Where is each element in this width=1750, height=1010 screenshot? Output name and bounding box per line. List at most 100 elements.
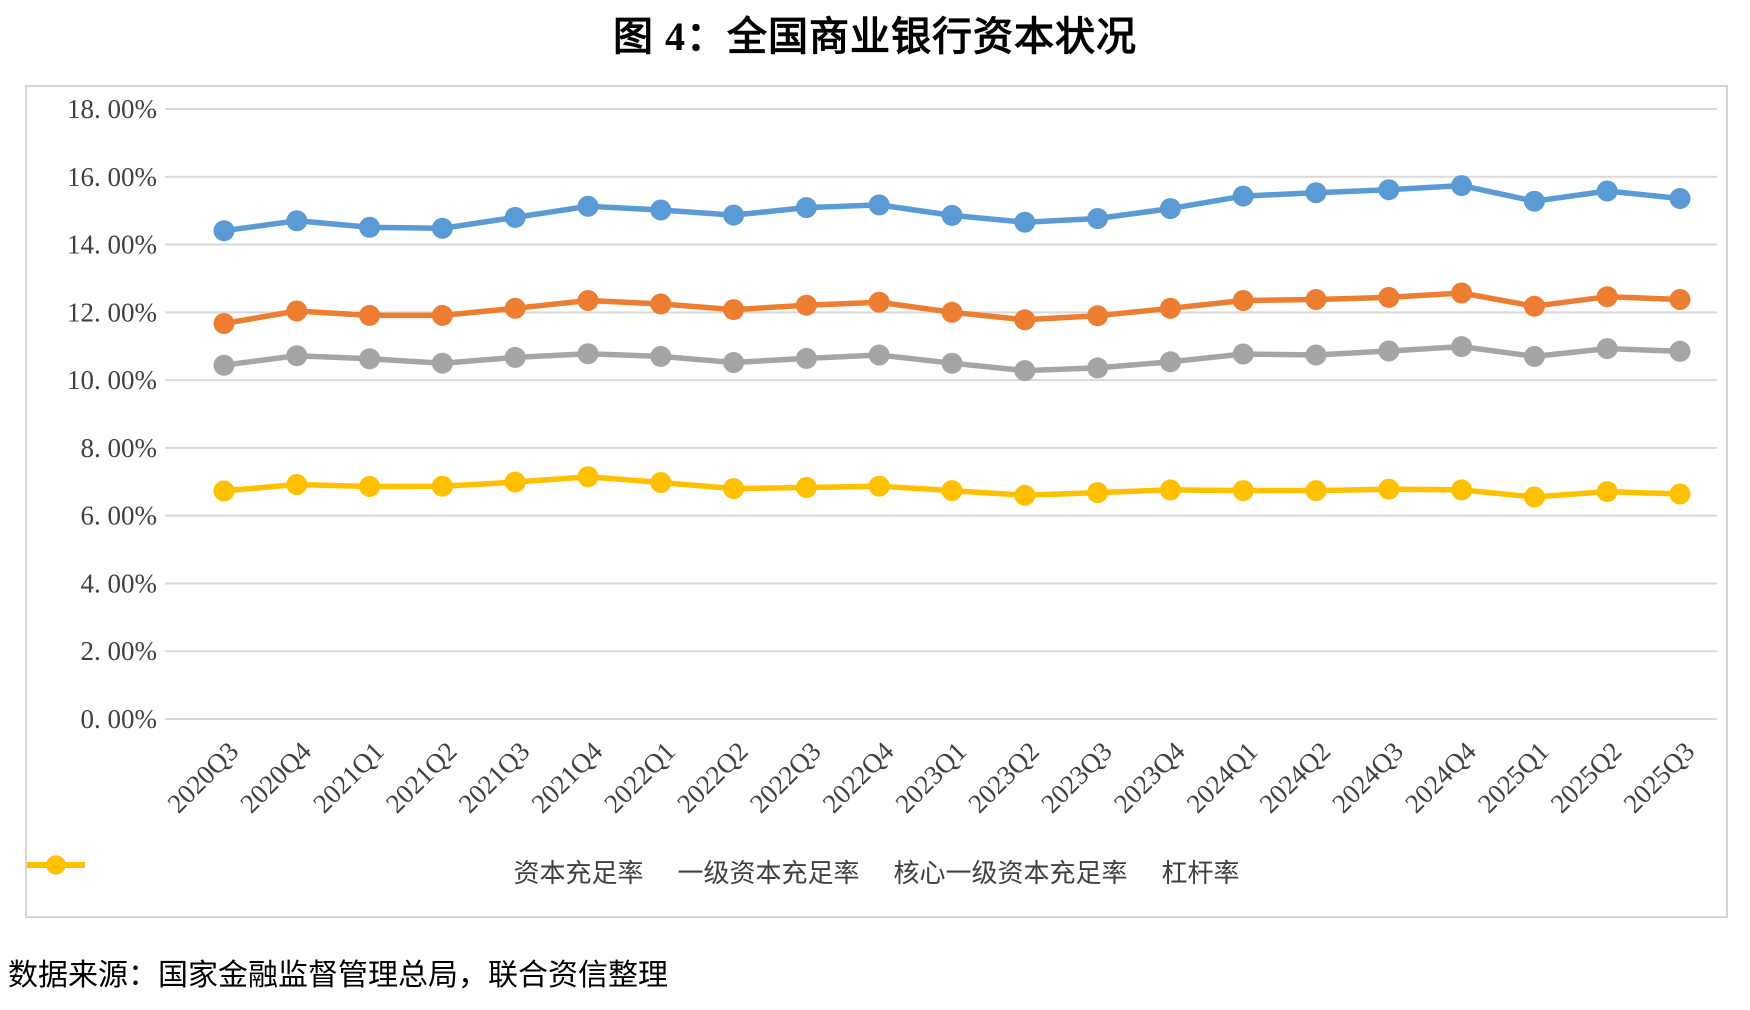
x-tick-label: 2022Q4 <box>817 736 900 819</box>
data-point <box>431 352 453 374</box>
data-point <box>577 343 599 365</box>
gridlines <box>165 108 1717 720</box>
legend-label: 一级资本充足率 <box>677 859 860 888</box>
data-point <box>1378 286 1400 308</box>
data-point <box>359 476 381 497</box>
data-point <box>431 217 453 239</box>
series-杠杆率 <box>213 466 1691 508</box>
data-point <box>504 471 526 493</box>
x-tick-label: 2021Q4 <box>526 736 609 819</box>
source-note: 数据来源：国家金融监督管理总局，联合资信整理 <box>8 959 668 992</box>
data-point <box>504 346 526 368</box>
y-tick-label: 16. 00% <box>67 162 157 192</box>
x-tick-label: 2025Q2 <box>1545 736 1628 819</box>
data-point <box>1451 282 1473 304</box>
data-point <box>650 345 672 367</box>
data-point <box>723 352 745 373</box>
y-tick-label: 12. 00% <box>67 297 157 327</box>
data-point <box>286 210 308 232</box>
data-point <box>1451 479 1473 501</box>
data-point <box>1305 289 1327 310</box>
data-point <box>286 474 308 495</box>
x-tick-label: 2024Q2 <box>1254 736 1337 819</box>
x-tick-label: 2025Q1 <box>1472 736 1555 819</box>
data-point <box>1014 484 1036 506</box>
data-point <box>577 290 599 311</box>
x-tick-label: 2024Q1 <box>1181 736 1264 819</box>
chart-legend: 资本充足率 一级资本充足率 核心一级资本充足率 杠杆率 <box>27 853 1726 890</box>
chart-title: 图 4：全国商业银行资本状况 <box>613 14 1137 59</box>
data-point <box>650 199 672 221</box>
data-point <box>650 472 672 493</box>
data-point <box>1596 481 1618 503</box>
data-point <box>1014 309 1036 331</box>
x-tick-label: 2020Q3 <box>162 736 245 819</box>
data-point <box>1232 343 1254 365</box>
series-核心一级资本充足率 <box>213 336 1691 382</box>
data-point <box>577 195 599 217</box>
data-point <box>1305 480 1327 502</box>
data-point <box>723 299 745 321</box>
data-point <box>1087 357 1109 379</box>
data-point <box>1159 351 1181 373</box>
legend-item-一级资本充足率: 一级资本充足率 <box>27 853 860 890</box>
y-tick-label: 6. 00% <box>81 501 158 531</box>
legend-item-杠杆率: 杠杆率 <box>27 853 1240 890</box>
data-point <box>359 348 381 370</box>
series-一级资本充足率 <box>213 282 1691 334</box>
data-point <box>1596 180 1618 202</box>
legend-marker-icon <box>27 855 85 875</box>
x-tick-label: 2023Q3 <box>1035 736 1118 819</box>
x-tick-label: 2021Q3 <box>453 736 536 819</box>
data-point <box>795 197 817 219</box>
data-point <box>1523 190 1545 212</box>
data-point <box>868 194 890 216</box>
y-tick-label: 2. 00% <box>81 636 158 666</box>
data-point <box>1596 286 1618 308</box>
x-axis-ticks: 2020Q32020Q42021Q12021Q22021Q32021Q42022… <box>162 736 1701 819</box>
data-point <box>1669 188 1691 209</box>
data-point <box>1305 182 1327 204</box>
data-point <box>1014 360 1036 382</box>
x-tick-label: 2024Q4 <box>1399 736 1482 819</box>
y-axis-ticks: 0. 00% 2. 00% 4. 00% 6. 00% 8. 00% 10. 00% 12.… <box>67 94 157 734</box>
x-tick-label: 2021Q1 <box>307 736 390 819</box>
y-tick-label: 4. 00% <box>81 568 158 598</box>
data-point <box>795 294 817 316</box>
legend-item-资本充足率: 资本充足率 <box>27 853 644 890</box>
x-tick-label: 2020Q4 <box>234 736 317 819</box>
data-point <box>723 204 745 226</box>
legend-label: 资本充足率 <box>513 859 644 888</box>
data-point <box>286 300 308 322</box>
data-point <box>286 345 308 367</box>
x-tick-label: 2024Q3 <box>1326 736 1409 819</box>
data-point <box>213 220 235 242</box>
data-point <box>213 313 235 334</box>
data-point <box>1159 198 1181 220</box>
data-point <box>1669 289 1691 310</box>
y-tick-label: 14. 00% <box>67 230 157 260</box>
data-point <box>650 293 672 315</box>
x-tick-label: 2023Q2 <box>962 736 1045 819</box>
data-point <box>1014 211 1036 233</box>
data-point <box>1159 297 1181 319</box>
data-point <box>1087 482 1109 504</box>
y-tick-label: 8. 00% <box>81 433 158 463</box>
data-point <box>431 475 453 497</box>
legend-item-核心一级资本充足率: 核心一级资本充足率 <box>27 853 1128 890</box>
data-point <box>1087 208 1109 229</box>
data-point <box>1378 478 1400 500</box>
chart-area: 0. 00% 2. 00% 4. 00% 6. 00% 8. 00% 10. 00% 12.… <box>25 85 1728 918</box>
x-tick-label: 2025Q3 <box>1618 736 1701 819</box>
data-point <box>723 478 745 500</box>
data-point <box>1523 345 1545 367</box>
data-point <box>941 204 963 226</box>
y-tick-label: 18. 00% <box>67 94 157 124</box>
data-point <box>431 304 453 326</box>
data-point <box>504 297 526 319</box>
data-point <box>1232 480 1254 502</box>
data-point <box>795 347 817 369</box>
x-tick-label: 2023Q4 <box>1108 736 1191 819</box>
data-point <box>504 206 526 228</box>
data-point <box>868 475 890 497</box>
